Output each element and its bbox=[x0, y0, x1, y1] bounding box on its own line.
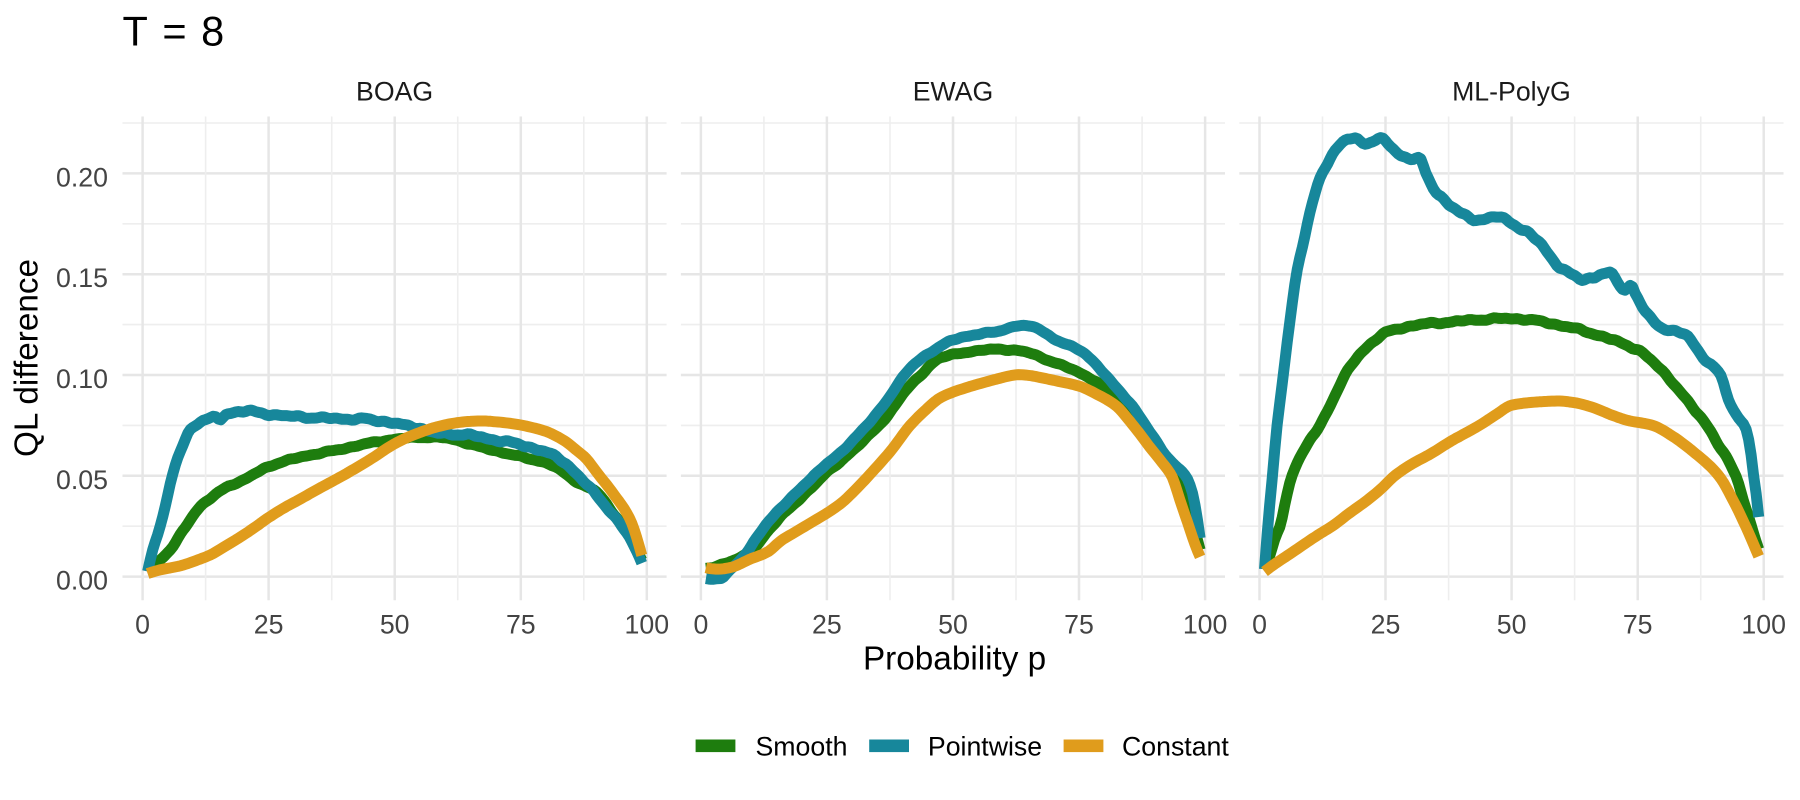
svg-text:0.10: 0.10 bbox=[56, 364, 108, 394]
svg-text:EWAG: EWAG bbox=[913, 76, 994, 106]
svg-text:25: 25 bbox=[812, 610, 842, 640]
svg-text:0.00: 0.00 bbox=[56, 566, 108, 596]
svg-text:75: 75 bbox=[1064, 610, 1094, 640]
svg-text:Smooth: Smooth bbox=[756, 732, 848, 762]
svg-text:50: 50 bbox=[938, 610, 968, 640]
svg-text:25: 25 bbox=[1371, 610, 1401, 640]
svg-text:BOAG: BOAG bbox=[356, 76, 433, 106]
svg-text:75: 75 bbox=[506, 610, 536, 640]
svg-text:Probability p: Probability p bbox=[863, 641, 1046, 678]
svg-text:100: 100 bbox=[1183, 610, 1228, 640]
svg-text:0.05: 0.05 bbox=[56, 465, 108, 495]
svg-text:50: 50 bbox=[380, 610, 410, 640]
svg-text:ML-PolyG: ML-PolyG bbox=[1452, 76, 1571, 106]
svg-text:Pointwise: Pointwise bbox=[928, 732, 1042, 762]
svg-text:25: 25 bbox=[254, 610, 284, 640]
svg-text:100: 100 bbox=[1741, 610, 1786, 640]
svg-text:100: 100 bbox=[625, 610, 670, 640]
svg-text:0.20: 0.20 bbox=[56, 162, 108, 192]
svg-text:0: 0 bbox=[1252, 610, 1267, 640]
svg-text:75: 75 bbox=[1623, 610, 1653, 640]
svg-text:QL difference: QL difference bbox=[9, 259, 46, 457]
svg-text:T = 8: T = 8 bbox=[123, 7, 226, 54]
svg-text:0: 0 bbox=[693, 610, 708, 640]
svg-text:50: 50 bbox=[1497, 610, 1527, 640]
svg-text:0: 0 bbox=[135, 610, 150, 640]
svg-text:0.15: 0.15 bbox=[56, 263, 108, 293]
svg-text:Constant: Constant bbox=[1122, 732, 1229, 762]
